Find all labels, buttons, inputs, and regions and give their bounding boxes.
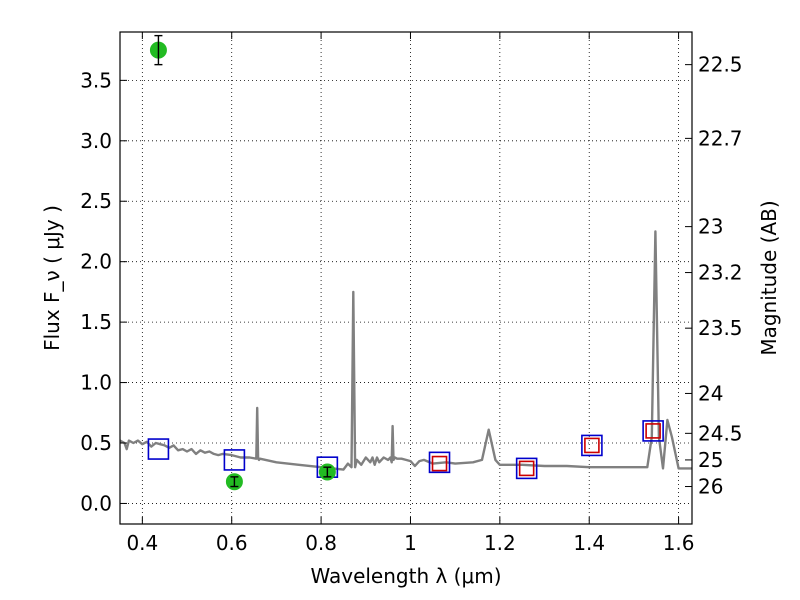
y-tick-label: 2.0 [80, 250, 112, 274]
model-band-marker [581, 434, 603, 457]
axis-ticks: 0.4 0.6 0.8 1 1.2 1.4 1.6 0.0 0.5 1.0 1.5 2.0 2.5 3.0… [80, 32, 743, 555]
y2-tick-label: 24.5 [698, 421, 743, 445]
plot-frame [119, 31, 693, 525]
y-axis-label: Flux F_ν ( μJy ) [40, 205, 64, 351]
y2-tick-label: 23.2 [698, 261, 743, 285]
model-band-marker [223, 449, 246, 471]
observed-band-marker [431, 455, 448, 472]
y2-tick-label: 23.5 [698, 316, 743, 340]
model-band-marker [428, 451, 451, 474]
model-band-marker [642, 420, 664, 442]
model-band-marker [515, 457, 538, 480]
x-tick-label: 0.8 [305, 531, 337, 555]
y2-tick-label: 23 [698, 215, 723, 239]
y-tick-label: 2.5 [80, 189, 112, 213]
y-tick-label: 1.5 [80, 310, 112, 334]
grid [120, 32, 692, 524]
y2-tick-label: 25 [698, 448, 723, 472]
observed-band-marker [518, 460, 535, 477]
y2-tick-label: 22.7 [698, 126, 743, 150]
x-tick-label: 1.4 [573, 531, 605, 555]
observed-band-marker [645, 423, 661, 439]
y2-tick-label: 22.5 [698, 53, 743, 77]
y-tick-label: 0.0 [80, 491, 112, 515]
observed-band-marker [584, 437, 600, 454]
x-tick-label: 0.4 [126, 531, 158, 555]
x-tick-label: 1.2 [484, 531, 516, 555]
y2-tick-label: 26 [698, 475, 723, 499]
y2-axis-label: Magnitude (AB) [757, 200, 781, 355]
y-tick-label: 1.0 [80, 371, 112, 395]
x-tick-label: 0.6 [216, 531, 248, 555]
y-tick-label: 3.5 [80, 68, 112, 92]
spectrum-line [120, 230, 692, 471]
x-tick-label: 1 [404, 531, 417, 555]
y-tick-label: 0.5 [80, 431, 112, 455]
y2-tick-label: 24 [698, 381, 723, 405]
model-band-marker [147, 438, 170, 460]
x-tick-label: 1.6 [663, 531, 695, 555]
plot-area [120, 34, 692, 491]
x-axis-label: Wavelength λ (μm) [310, 564, 501, 588]
y-tick-label: 3.0 [80, 129, 112, 153]
